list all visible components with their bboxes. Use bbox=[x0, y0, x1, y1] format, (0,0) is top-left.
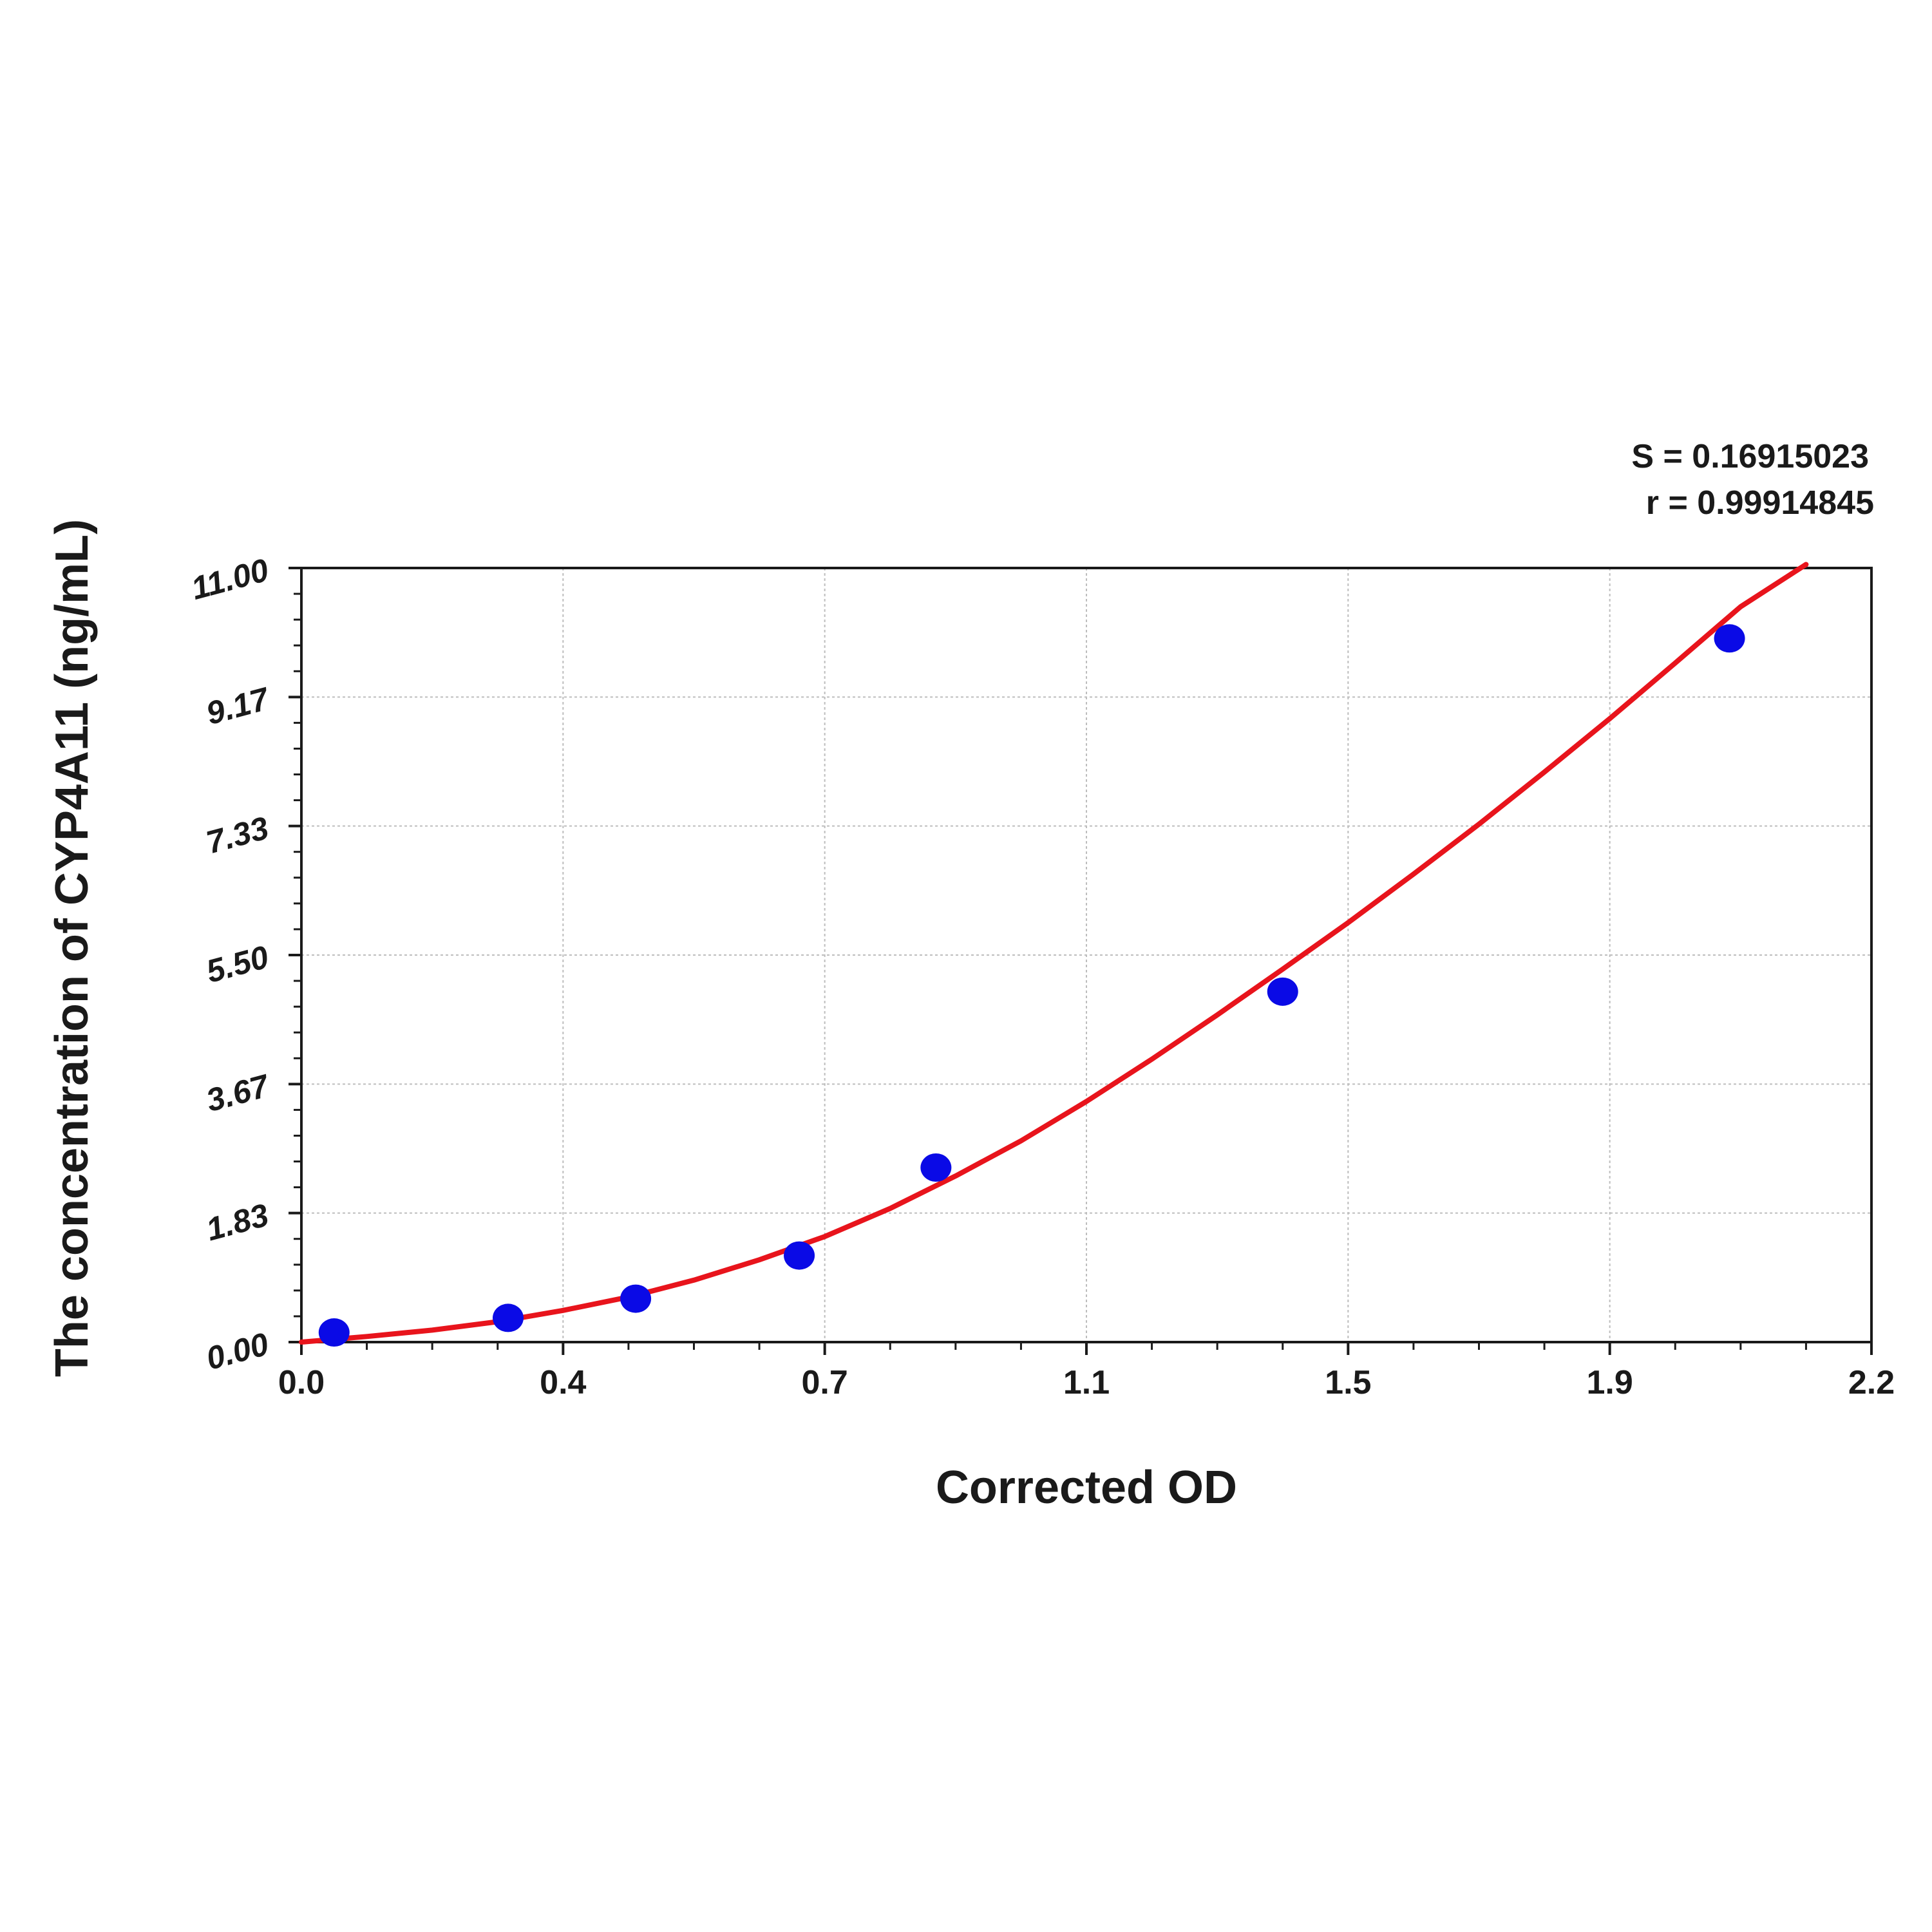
data-point bbox=[920, 1153, 952, 1182]
data-point bbox=[318, 1318, 350, 1347]
data-point bbox=[784, 1241, 815, 1270]
y-axis-ticks: 0.00 1.83 3.67 5.50 7.33 9.17 11.00 bbox=[187, 551, 301, 1377]
fit-curve bbox=[299, 562, 1809, 1345]
x-tick-label: 1.1 bbox=[1063, 1364, 1110, 1401]
y-tick-label: 5.50 bbox=[202, 938, 272, 989]
x-tick-label: 2.2 bbox=[1848, 1364, 1895, 1401]
fit-stat-s: S = 0.16915023 bbox=[1631, 438, 1869, 475]
x-tick-label: 0.4 bbox=[540, 1364, 586, 1401]
y-tick-label: 3.67 bbox=[202, 1067, 274, 1119]
data-point bbox=[1714, 624, 1745, 653]
minor-ticks bbox=[294, 592, 1807, 1350]
x-tick-label: 0.0 bbox=[278, 1364, 325, 1401]
y-axis-title: The concentration of CYP4A11 (ng/mL) bbox=[46, 519, 98, 1377]
data-points bbox=[318, 624, 1745, 1347]
y-tick-label: 11.00 bbox=[187, 551, 272, 607]
data-point bbox=[620, 1284, 652, 1313]
x-axis-title: Corrected OD bbox=[936, 1462, 1237, 1513]
x-tick-label: 0.7 bbox=[802, 1364, 848, 1401]
fit-stat-r: r = 0.99914845 bbox=[1646, 484, 1874, 522]
x-tick-label: 1.9 bbox=[1587, 1364, 1633, 1401]
y-tick-label: 9.17 bbox=[202, 680, 274, 732]
y-tick-label: 7.33 bbox=[202, 810, 272, 860]
y-tick-label: 1.83 bbox=[202, 1197, 272, 1247]
data-point bbox=[1267, 977, 1298, 1006]
x-tick-label: 1.5 bbox=[1325, 1364, 1371, 1401]
x-axis-ticks: 0.0 0.4 0.7 1.1 1.5 1.9 2.2 bbox=[278, 1342, 1895, 1401]
data-point bbox=[493, 1303, 524, 1332]
y-tick-label: 0.00 bbox=[202, 1325, 272, 1376]
grid bbox=[301, 568, 1871, 1342]
